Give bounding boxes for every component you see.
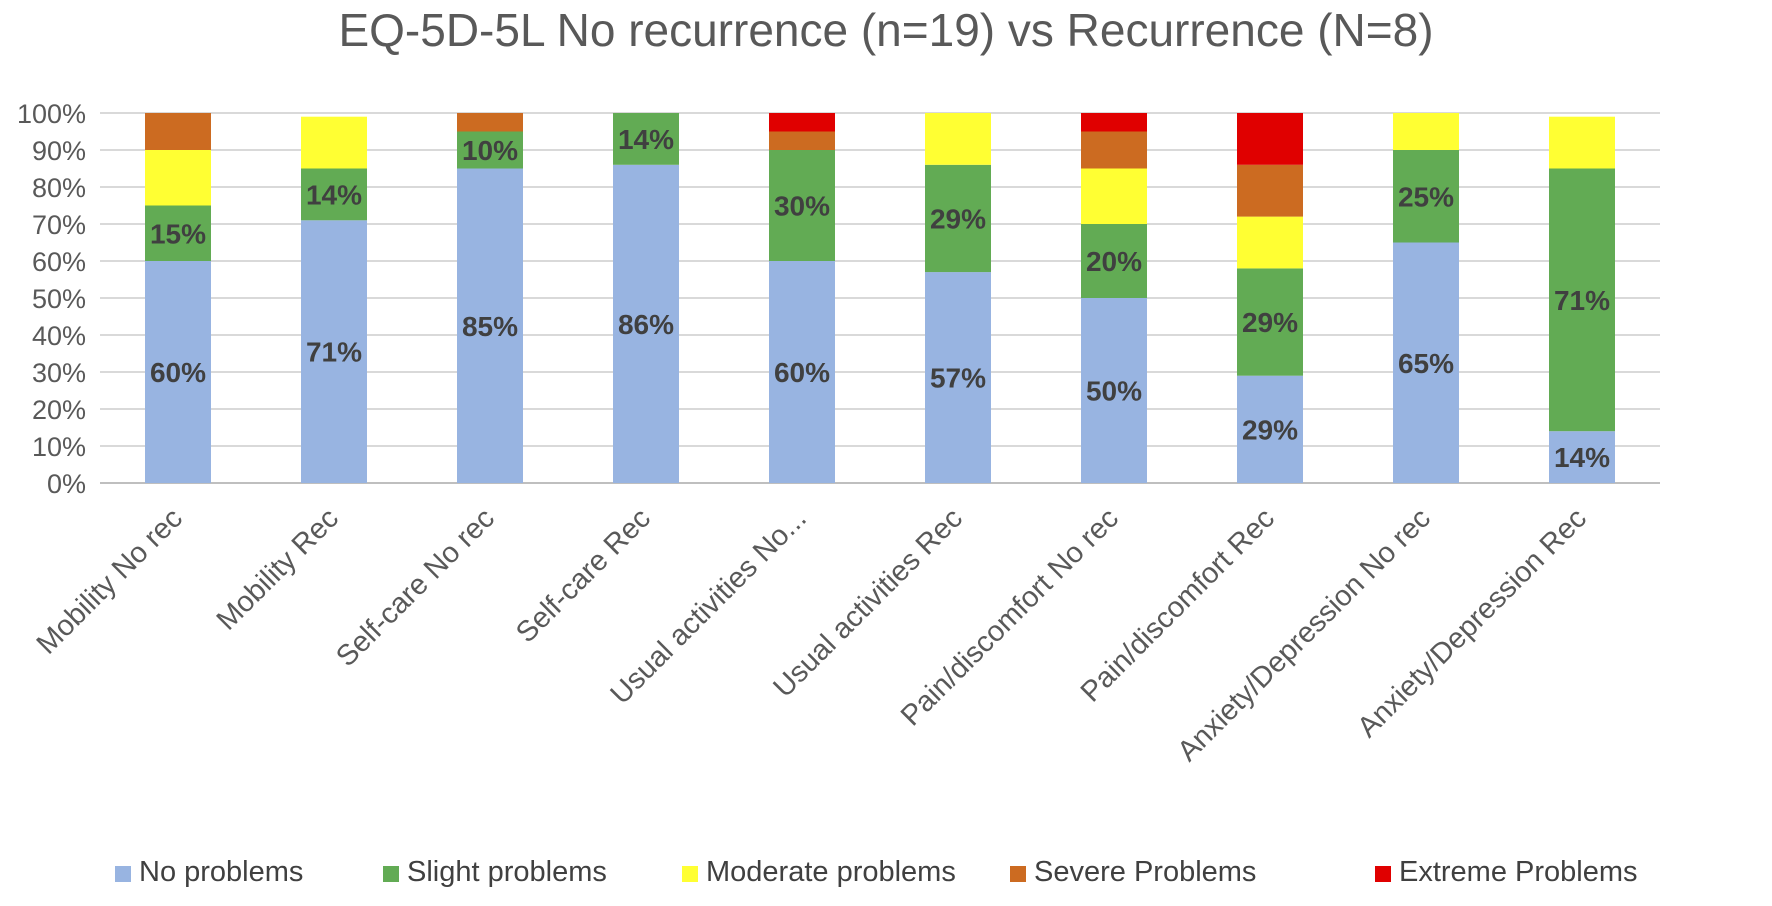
bar-segment xyxy=(1393,242,1459,483)
y-tick-label: 50% xyxy=(32,284,86,314)
data-label: 25% xyxy=(1398,181,1454,212)
bar-segment xyxy=(457,168,523,483)
bar-segment xyxy=(1549,168,1615,432)
y-tick-label: 10% xyxy=(32,432,86,462)
bar-segment xyxy=(1393,113,1459,150)
data-label: 14% xyxy=(306,179,362,210)
data-label: 29% xyxy=(930,203,986,234)
data-label: 85% xyxy=(462,311,518,342)
data-labels: 60% 15% 71% 14% 85% 10% 86% 14% 60% 30% 57% 29% 50% 2… xyxy=(150,124,1610,473)
y-tick-label: 60% xyxy=(32,247,86,277)
y-tick-label: 20% xyxy=(32,395,86,425)
legend-swatch xyxy=(1375,866,1391,882)
bar-segment xyxy=(1081,298,1147,483)
bar-segment xyxy=(769,261,835,483)
y-tick-label: 0% xyxy=(47,469,86,499)
bars xyxy=(145,113,1615,484)
bar-segment xyxy=(1237,375,1303,483)
bar-segment xyxy=(769,150,835,261)
legend-swatch xyxy=(1010,866,1026,882)
legend-label: No problems xyxy=(139,856,303,888)
bar-segment xyxy=(457,131,523,169)
bar-segment xyxy=(925,113,991,165)
data-label: 60% xyxy=(774,357,830,388)
bar-segment xyxy=(301,220,367,484)
x-tick-label: Anxiety/Depression No rec xyxy=(1172,502,1437,767)
bar-segment xyxy=(1393,150,1459,243)
y-axis: 0% 10% 20% 30% 40% 50% 60% 70% 80% 90% 100% xyxy=(17,99,86,499)
x-tick-label: Self-care Rec xyxy=(510,502,657,649)
legend-label: Extreme Problems xyxy=(1399,856,1638,888)
x-tick-label: Mobility No rec xyxy=(31,502,189,660)
bar-segment xyxy=(145,150,211,206)
bar-segment xyxy=(1081,168,1147,224)
x-tick-label: Mobility Rec xyxy=(211,502,345,636)
bar-segment xyxy=(1237,268,1303,376)
bar-segment xyxy=(301,168,367,221)
chart-title: EQ-5D-5L No recurrence (n=19) vs Recurre… xyxy=(338,4,1433,56)
bar-segment xyxy=(1081,131,1147,169)
legend-label: Slight problems xyxy=(407,856,607,888)
x-tick-label: Self-care No rec xyxy=(330,502,501,673)
legend-swatch xyxy=(115,866,131,882)
data-label: 50% xyxy=(1086,376,1142,407)
data-label: 29% xyxy=(1242,414,1298,445)
data-label: 20% xyxy=(1086,246,1142,277)
data-label: 57% xyxy=(930,363,986,394)
bar-segment xyxy=(1549,116,1615,169)
legend-label: Severe Problems xyxy=(1034,856,1256,888)
y-tick-label: 80% xyxy=(32,173,86,203)
bar-segment xyxy=(457,113,523,132)
y-tick-label: 30% xyxy=(32,358,86,388)
bar-segment xyxy=(769,113,835,132)
bar-segment xyxy=(1081,224,1147,298)
bar-segment xyxy=(1237,164,1303,217)
data-label: 71% xyxy=(306,337,362,368)
data-label: 86% xyxy=(618,309,674,340)
data-label: 65% xyxy=(1398,348,1454,379)
bar-segment xyxy=(1237,113,1303,165)
y-tick-label: 70% xyxy=(32,210,86,240)
bar-segment xyxy=(613,113,679,165)
data-label: 30% xyxy=(774,191,830,222)
bar-segment xyxy=(1549,431,1615,483)
legend: No problems Slight problems Moderate probl… xyxy=(115,856,1638,888)
y-tick-label: 100% xyxy=(17,99,86,129)
bar-segment xyxy=(613,164,679,484)
bar-segment xyxy=(925,164,991,273)
legend-label: Moderate problems xyxy=(706,856,956,888)
bar-segment xyxy=(1081,113,1147,132)
legend-swatch xyxy=(383,866,399,882)
y-tick-label: 90% xyxy=(32,136,86,166)
data-label: 10% xyxy=(462,135,518,166)
y-tick-label: 40% xyxy=(32,321,86,351)
bar-segment xyxy=(301,116,367,169)
data-label: 60% xyxy=(150,357,206,388)
data-label: 14% xyxy=(618,124,674,155)
data-label: 29% xyxy=(1242,307,1298,338)
bar-segment xyxy=(1237,216,1303,269)
data-label: 15% xyxy=(150,218,206,249)
bar-segment xyxy=(925,272,991,483)
bar-segment xyxy=(145,113,211,150)
data-label: 71% xyxy=(1554,285,1610,316)
bar-segment xyxy=(145,261,211,483)
bar-segment xyxy=(769,131,835,150)
legend-swatch xyxy=(682,866,698,882)
bar-segment xyxy=(145,205,211,261)
data-label: 14% xyxy=(1554,442,1610,473)
